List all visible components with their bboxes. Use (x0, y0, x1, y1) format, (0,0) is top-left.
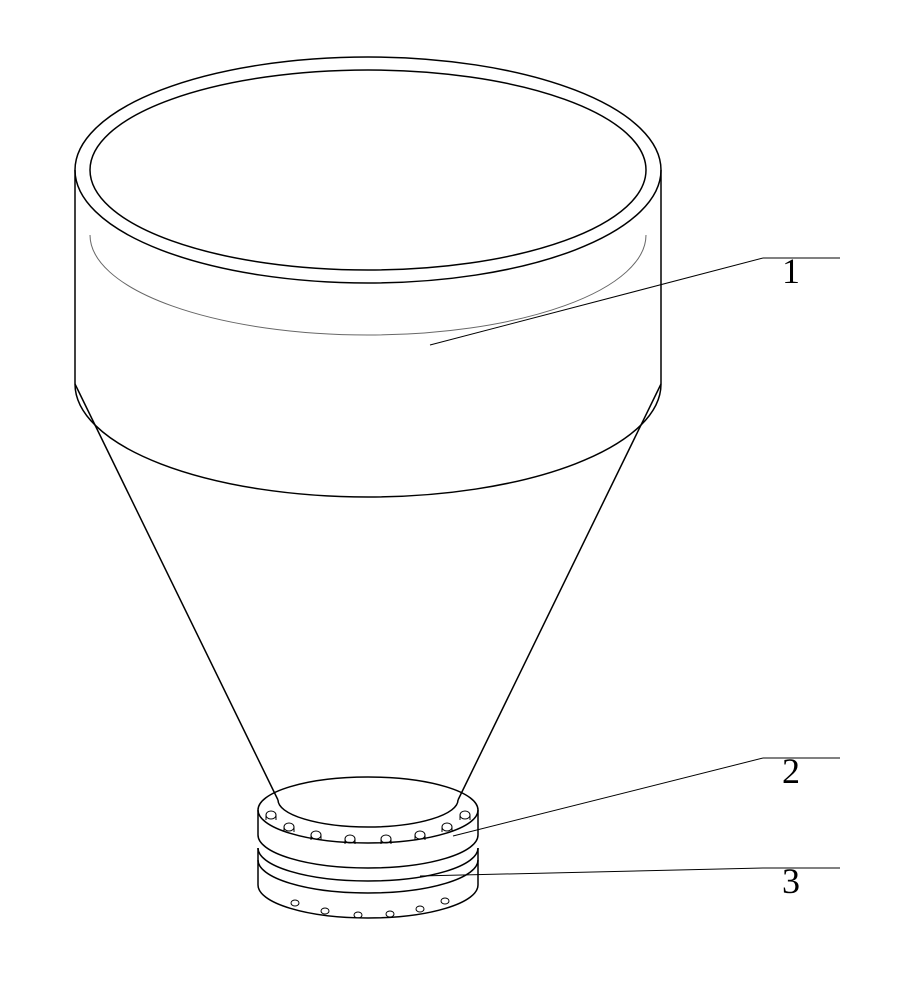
cone-right (458, 384, 661, 800)
upper-flange-top (258, 777, 478, 843)
cylinder-bottom-front (75, 384, 661, 497)
lower-flange-top (258, 860, 478, 893)
label-2: 2 (782, 750, 800, 792)
cone-left (75, 384, 278, 800)
lower-flange-bolts (291, 898, 449, 918)
top-rim-outer (75, 57, 661, 283)
leader-line-2 (453, 758, 763, 836)
label-1: 1 (782, 250, 800, 292)
upper-flange-bottom (258, 835, 478, 868)
top-rim-inner (90, 70, 646, 270)
funnel-assembly-svg (0, 0, 912, 1000)
label-3: 3 (782, 860, 800, 902)
cone-bottom-front (278, 800, 458, 827)
flange-gap (258, 848, 478, 881)
inner-back-rim (90, 235, 646, 335)
leader-line-1 (430, 258, 763, 345)
technical-drawing: 1 2 3 (0, 0, 912, 1000)
